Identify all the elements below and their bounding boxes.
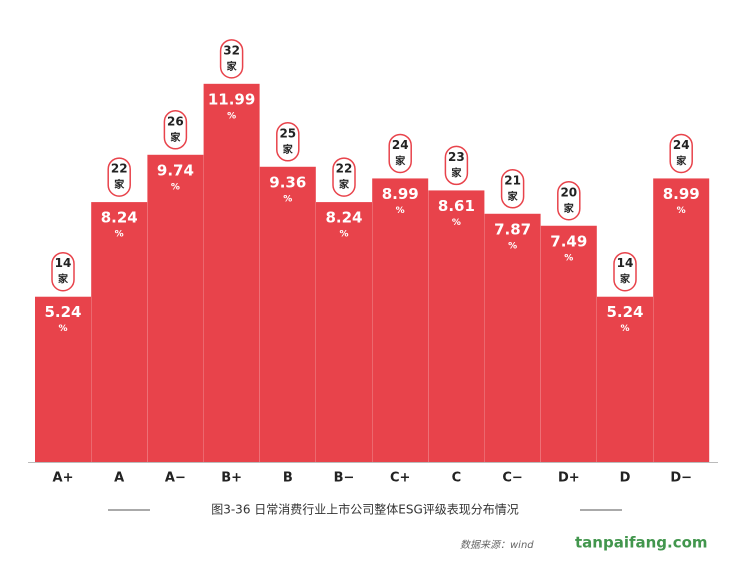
value-unit: % [677, 206, 686, 216]
count-unit: 家 [508, 190, 519, 203]
bar [91, 202, 148, 462]
count-label: 26 [167, 114, 184, 128]
bar [372, 178, 429, 462]
source: 数据来源：wind [460, 539, 534, 551]
value-unit: % [620, 324, 629, 334]
count-label: 24 [673, 138, 690, 152]
count-unit: 家 [114, 178, 125, 191]
count-unit: 家 [620, 273, 631, 286]
count-badge [107, 157, 131, 197]
count-badge [276, 122, 300, 162]
watermark: tanpaifang.com [575, 534, 708, 552]
value-label: 8.24 [101, 209, 138, 227]
count-label: 24 [392, 138, 409, 152]
bar [35, 296, 91, 462]
bar [484, 213, 541, 462]
count-label: 22 [111, 162, 128, 176]
count-unit: 家 [283, 143, 294, 156]
value-label: 8.61 [438, 197, 475, 215]
count-label: 14 [617, 256, 634, 270]
value-unit: % [58, 324, 67, 334]
value-label: 7.49 [550, 232, 587, 250]
count-unit: 家 [676, 154, 687, 167]
x-tick-label: C− [502, 471, 522, 486]
count-label: 20 [560, 185, 577, 199]
count-badge [388, 133, 412, 174]
value-label: 5.24 [44, 303, 81, 321]
count-badge [219, 39, 244, 79]
bar [203, 83, 260, 462]
count-badge [500, 169, 525, 209]
x-tick-label: A− [165, 471, 186, 486]
value-label: 9.36 [269, 173, 306, 191]
count-badge [669, 133, 693, 174]
value-unit: % [564, 253, 573, 263]
value-unit: % [396, 206, 405, 216]
bar [147, 154, 204, 462]
x-tick-label: B [283, 471, 293, 486]
bar [428, 190, 485, 462]
value-label: 5.24 [606, 303, 643, 321]
count-label: 25 [279, 126, 296, 140]
value-unit: % [115, 230, 124, 240]
count-label: 32 [223, 43, 240, 57]
count-label: 21 [504, 173, 521, 187]
value-unit: % [227, 111, 236, 121]
x-tick-label: B− [334, 471, 355, 486]
count-unit: 家 [339, 178, 350, 191]
count-badge [444, 145, 469, 186]
x-tick-label: D+ [558, 471, 580, 486]
x-tick-label: D [620, 471, 631, 486]
value-unit: % [508, 241, 517, 251]
count-badge [51, 251, 75, 292]
value-label: 8.99 [382, 185, 419, 203]
value-unit: % [171, 182, 180, 192]
count-unit: 家 [395, 154, 406, 167]
x-tick-label: C [452, 471, 462, 486]
count-badge [163, 110, 188, 150]
value-label: 11.99 [208, 90, 255, 108]
count-unit: 家 [227, 60, 238, 73]
count-unit: 家 [170, 131, 181, 144]
bar [259, 166, 316, 462]
count-label: 14 [55, 256, 72, 270]
bar [653, 178, 710, 462]
count-label: 22 [336, 162, 353, 176]
value-unit: % [283, 194, 292, 204]
caption: 图3-36 日常消费行业上市公司整体ESG评级表现分布情况 [211, 502, 519, 517]
count-badge [557, 181, 581, 221]
value-unit: % [452, 218, 461, 228]
x-tick-label: D− [670, 471, 692, 486]
value-label: 8.99 [663, 185, 700, 203]
count-badge [332, 157, 356, 197]
x-tick-label: B+ [221, 471, 242, 486]
x-tick-label: C+ [390, 471, 410, 486]
count-unit: 家 [58, 273, 69, 286]
value-label: 7.87 [494, 220, 531, 238]
value-unit: % [339, 230, 348, 240]
count-label: 23 [448, 150, 465, 164]
count-badge [613, 251, 637, 292]
bar [316, 202, 372, 462]
value-label: 8.24 [325, 209, 362, 227]
count-unit: 家 [564, 202, 575, 215]
x-tick-label: A+ [53, 471, 74, 486]
value-label: 9.74 [157, 161, 194, 179]
bar [597, 296, 653, 462]
count-unit: 家 [451, 166, 462, 179]
bar [540, 225, 597, 462]
x-tick-label: A [114, 471, 124, 486]
